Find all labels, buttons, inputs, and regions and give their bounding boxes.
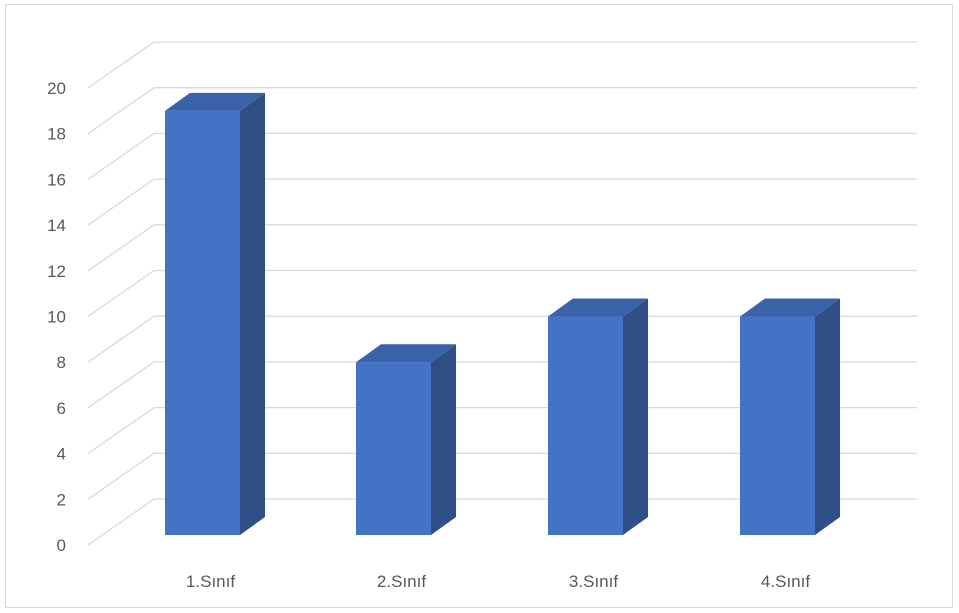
y-tick-label: 20 — [47, 79, 66, 98]
y-tick-label: 6 — [57, 399, 66, 418]
x-tick-label: 4.Sınıf — [761, 572, 810, 591]
gridline — [87, 315, 917, 363]
x-tick-label: 3.Sınıf — [569, 572, 618, 591]
gridline — [87, 132, 917, 180]
y-axis-tick-labels: 0 2 4 6 8 10 12 14 16 18 20 — [47, 79, 66, 555]
bar-top — [740, 298, 840, 317]
x-axis-tick-labels: 1.Sınıf 2.Sınıf 3.Sınıf 4.Sınıf — [186, 572, 810, 591]
bar-4 — [740, 298, 840, 535]
bar-top — [548, 298, 648, 317]
gridline — [87, 87, 917, 135]
bar-front — [740, 316, 815, 535]
bar-side — [623, 298, 648, 535]
gridlines — [87, 41, 917, 546]
y-tick-label: 10 — [47, 308, 66, 327]
gridline — [87, 178, 917, 226]
bars — [165, 92, 840, 535]
gridline — [87, 41, 917, 89]
y-tick-label: 16 — [47, 170, 66, 189]
gridline — [87, 224, 917, 272]
bar-side — [240, 92, 265, 535]
gridline — [87, 361, 917, 409]
y-tick-label: 8 — [57, 353, 66, 372]
bar-2 — [356, 344, 456, 535]
bar-top — [165, 92, 265, 111]
bar-side — [431, 344, 456, 535]
bar-side — [815, 298, 840, 535]
gridline — [87, 498, 917, 546]
y-tick-label: 14 — [47, 216, 66, 235]
gridline — [87, 452, 917, 500]
y-tick-label: 2 — [57, 490, 66, 509]
y-tick-label: 18 — [47, 125, 66, 144]
y-tick-label: 4 — [57, 445, 66, 464]
y-tick-label: 12 — [47, 262, 66, 281]
bar-1 — [165, 92, 265, 535]
bar-top — [356, 344, 456, 363]
x-tick-label: 2.Sınıf — [377, 572, 426, 591]
x-tick-label: 1.Sınıf — [186, 572, 235, 591]
y-tick-label: 0 — [57, 536, 66, 555]
bar-front — [548, 316, 623, 535]
bar-front — [165, 110, 240, 535]
bar-3 — [548, 298, 648, 535]
bar-front — [356, 362, 431, 535]
gridline — [87, 406, 917, 455]
gridline — [87, 269, 917, 318]
